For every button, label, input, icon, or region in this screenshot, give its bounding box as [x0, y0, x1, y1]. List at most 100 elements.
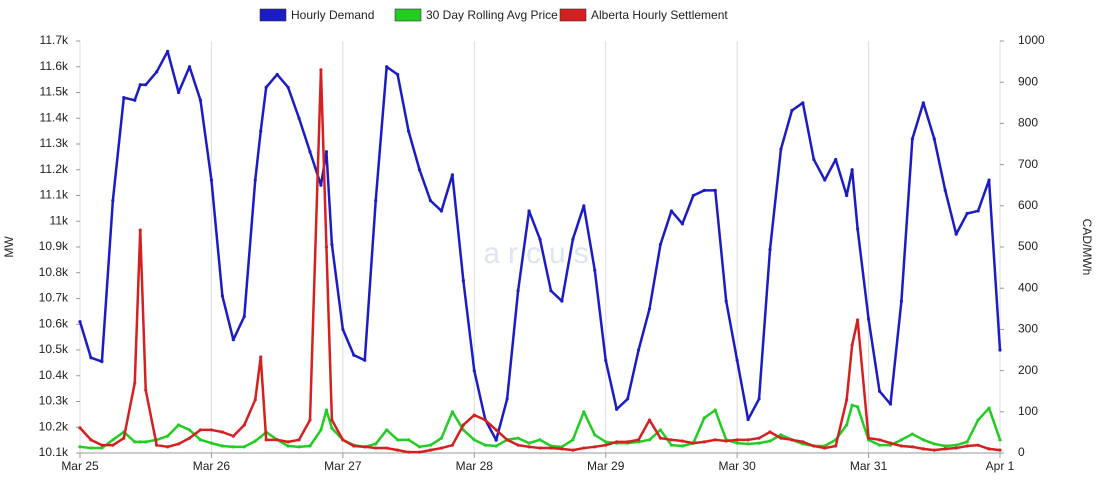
point [78, 320, 82, 324]
point [604, 443, 608, 447]
point [834, 444, 838, 448]
point [324, 245, 329, 249]
y-tick-label: 10.1k [39, 445, 69, 459]
point [275, 72, 279, 77]
point [133, 98, 137, 102]
point [155, 443, 159, 447]
point [899, 438, 904, 442]
point [122, 96, 126, 100]
point [187, 428, 192, 432]
point [527, 441, 531, 445]
point [845, 423, 849, 427]
point [220, 294, 224, 298]
point [450, 173, 454, 177]
y2-tick-label: 600 [1018, 198, 1038, 212]
point [626, 440, 630, 444]
legend-label: Hourly Demand [291, 8, 374, 22]
point [111, 443, 115, 447]
point [877, 438, 882, 442]
point [757, 436, 761, 440]
point [516, 436, 520, 440]
point [669, 209, 674, 213]
x-tick-label: Mar 25 [61, 459, 99, 473]
point [198, 428, 203, 432]
y2-tick-label: 200 [1018, 363, 1038, 377]
point [319, 68, 323, 72]
y2-tick-label: 500 [1018, 239, 1038, 253]
y-tick-label: 11.5k [40, 85, 69, 99]
point [253, 439, 257, 443]
point [680, 439, 684, 443]
point [877, 389, 882, 393]
point [812, 444, 816, 448]
point [527, 445, 531, 449]
point [231, 434, 235, 438]
point [571, 237, 575, 241]
point [330, 426, 334, 430]
y-tick-label: 10.7k [39, 291, 69, 305]
y-tick-label: 10.4k [39, 368, 69, 382]
point [571, 438, 575, 442]
point [385, 428, 389, 432]
point [593, 445, 597, 449]
point [604, 358, 608, 362]
point [856, 318, 860, 322]
y2-tick-label: 700 [1018, 157, 1038, 171]
point [516, 289, 520, 293]
point [220, 430, 224, 434]
point [845, 398, 849, 402]
point [921, 438, 925, 442]
point [286, 85, 290, 89]
legend-swatch [394, 8, 422, 22]
point [636, 438, 641, 442]
y2-tick-label: 900 [1018, 74, 1038, 88]
point [138, 83, 142, 87]
point [757, 397, 761, 401]
y-tick-label: 11.2k [40, 162, 69, 176]
point [850, 343, 854, 347]
y-tick-label: 11.1k [40, 188, 69, 202]
point [713, 188, 717, 192]
point [144, 83, 148, 87]
point [100, 443, 104, 447]
point [691, 441, 695, 445]
point [801, 101, 805, 105]
point [461, 423, 465, 427]
point [746, 438, 750, 442]
point [133, 440, 137, 444]
point [812, 157, 816, 162]
point [439, 446, 444, 450]
point [231, 445, 235, 449]
point [538, 446, 542, 450]
point [417, 450, 422, 454]
point [571, 448, 575, 452]
point [680, 444, 684, 448]
point [363, 358, 367, 362]
point [987, 447, 991, 451]
point [987, 406, 991, 410]
legend-swatch [559, 8, 587, 22]
y-tick-label: 10.5k [39, 342, 69, 356]
point [516, 443, 520, 447]
point [176, 423, 181, 427]
point [209, 441, 214, 445]
point [111, 438, 115, 442]
point [560, 299, 564, 303]
point [998, 438, 1002, 442]
point [439, 209, 444, 213]
point [144, 388, 148, 392]
point [998, 448, 1002, 452]
point [286, 444, 290, 448]
point [319, 183, 323, 187]
point [138, 440, 142, 444]
point [100, 446, 104, 450]
point [264, 438, 268, 442]
point [385, 65, 389, 69]
point [943, 444, 947, 448]
point [834, 157, 838, 162]
point [417, 445, 422, 449]
point [888, 441, 893, 445]
point [746, 442, 750, 446]
point [669, 438, 674, 442]
point [680, 222, 684, 226]
